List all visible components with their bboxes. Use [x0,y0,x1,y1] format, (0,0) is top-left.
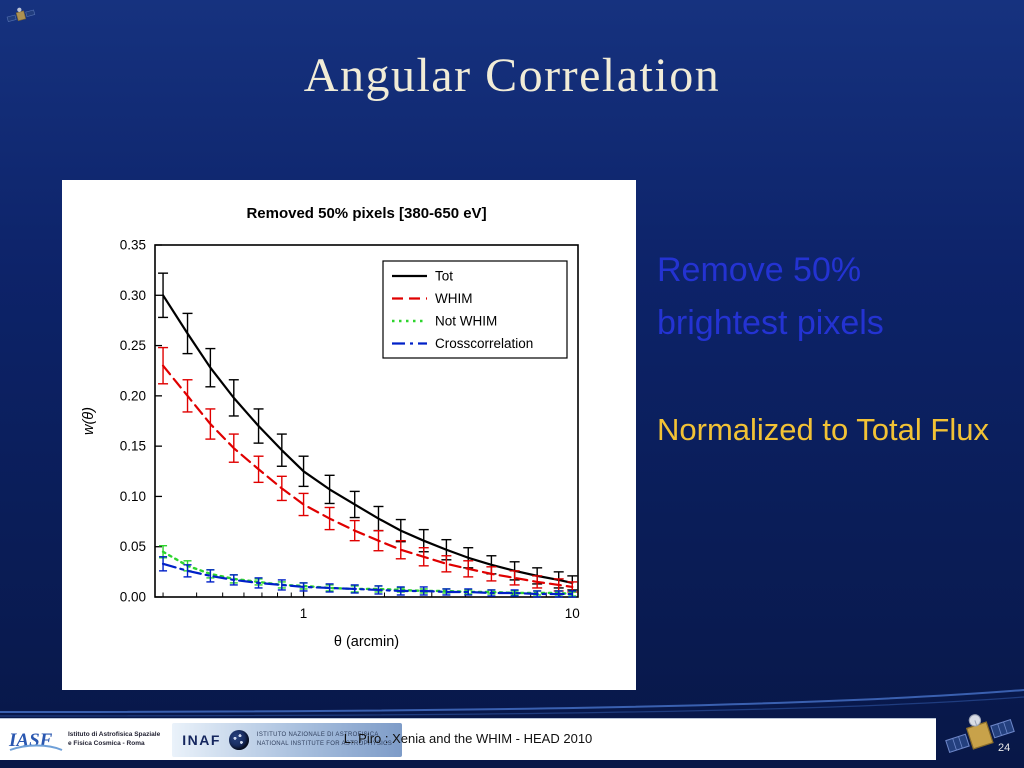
annotation-normalized-flux: Normalized to Total Flux [657,412,989,447]
svg-text:0.10: 0.10 [120,489,146,504]
chart-svg: Removed 50% pixels [380-650 eV] 0.00 0.05 0… [81,205,580,650]
satellite-icon [945,714,1015,754]
svg-text:WHIM: WHIM [435,291,473,306]
svg-text:0.20: 0.20 [120,388,146,403]
inaf-logo: INAF ISTITUTO NAZIONALE DI ASTROFISICA N… [172,722,403,757]
svg-text:Crosscorrelation: Crosscorrelation [435,336,533,351]
svg-text:0.00: 0.00 [120,590,146,605]
annotation-remove-pixels: Remove 50% brightest pixels [657,251,884,342]
iasf-logo-text: Istituto di Astrofisica Spaziale e Fisic… [68,730,161,747]
svg-text:θ (arcmin): θ (arcmin) [334,634,399,650]
page-title: Angular Correlation [303,49,721,102]
footer-bar: IASF Istituto di Astrofisica Spaziale e … [0,718,936,760]
svg-text:Not WHIM: Not WHIM [435,314,497,329]
iasf-logo-glyph: IASF [8,730,63,751]
svg-text:Tot: Tot [435,269,453,284]
page-number: 24 [998,742,1011,754]
svg-text:0.15: 0.15 [120,439,146,454]
svg-text:1: 1 [300,606,308,621]
svg-text:Removed 50% pixels [380-650 eV: Removed 50% pixels [380-650 eV] [246,205,486,222]
inaf-globe-icon [228,729,249,750]
corner-satellite-icon [6,7,36,23]
footer-credit: L. Piro : Xenia and the WHIM - HEAD 2010 [343,731,593,746]
svg-text:w(θ): w(θ) [81,407,97,435]
inaf-caption: ISTITUTO NAZIONALE DI ASTROFISICA NATION… [256,731,393,747]
iasf-logo: IASF Istituto di Astrofisica Spaziale e … [8,725,160,755]
svg-text:0.35: 0.35 [120,238,146,253]
svg-text:0.30: 0.30 [120,288,146,303]
svg-text:10: 10 [565,606,580,621]
chart-panel: Removed 50% pixels [380-650 eV] 0.00 0.05 0… [62,180,636,690]
svg-text:0.25: 0.25 [120,338,146,353]
svg-text:0.05: 0.05 [120,539,146,554]
inaf-acronym: INAF [182,731,221,748]
